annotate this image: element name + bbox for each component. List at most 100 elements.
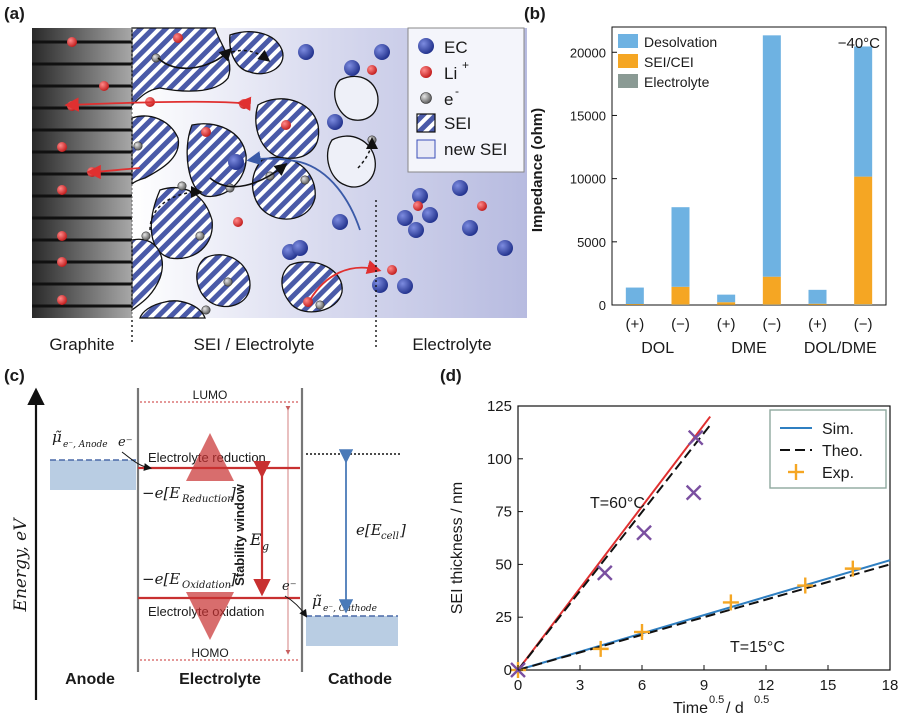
c-stability: Stability window [232,483,247,586]
e-arrow-1 [157,47,233,70]
li-ion [387,265,397,275]
c-anode: Anode [65,671,115,688]
bar-desolvation [671,207,690,287]
ec-molecule [372,277,388,293]
d-legend: Sim. Theo. Exp. [769,409,887,489]
li-ion [57,142,67,152]
d-line-theo [517,563,891,671]
ec-molecule [412,188,428,204]
b-ytick: 15000 [570,108,606,123]
ec-molecule [397,278,413,294]
c-e-reduction-sub: Reduction [181,494,234,505]
ec-molecule [344,60,360,76]
c-eg: E [249,530,262,549]
electron [201,305,211,315]
exp-point [596,564,613,581]
legend-e: e [444,90,453,109]
ec-arrow [246,151,361,231]
b-xtick: (−) [671,316,690,333]
region-sei-electrolyte: SEI / Electrolyte [194,335,315,354]
li-ion [281,120,291,130]
ec-molecule [422,207,438,223]
ec-molecule [497,240,513,256]
b-ytick: 5000 [577,235,606,250]
li-ion [413,201,423,211]
ec-molecule [292,240,308,256]
panel-a-label: (a) [4,4,25,23]
legend-new-sei: new SEI [444,140,507,159]
legend-sei: SEI [444,114,471,133]
li-ion [233,217,243,227]
e-arrow-2 [231,49,271,62]
d-ytick: 75 [495,504,512,521]
bar-seicei [671,286,690,305]
legend-li-sup: + [462,58,469,72]
c-electrolyte: Electrolyte [179,671,261,688]
ec-molecule [374,44,390,60]
b-temperature: −40°C [838,35,880,52]
ec-molecule [462,220,478,236]
d-annot-15: T=15°C [730,639,785,656]
b-group: DOL [641,340,674,357]
c-oxidation: Electrolyte oxidation [148,604,264,619]
panel-b-label: (b) [524,4,546,23]
bar-desolvation [808,289,827,304]
d-ytick: 125 [487,398,512,415]
sei-lines [517,415,891,671]
bar-desolvation [717,294,736,303]
c-electron-cathode: e⁻ [282,579,297,594]
d-xlabel-unit: / d [726,700,744,717]
d-ylabel: SEI thickness / nm [449,482,466,615]
b-legend-item: Desolvation [644,34,717,50]
svg-text:]: ] [229,484,236,502]
d-legend-item: Exp. [822,465,854,482]
d-annot-60: T=60°C [590,495,645,512]
d-ytick: 0 [504,662,512,679]
c-e-reduction: −e[E [142,484,180,502]
panel-a-legend: EC Li + e - SEI new SEI [407,27,525,173]
c-ecell: e[E [356,521,382,539]
d-line-theo [517,424,711,671]
c-mu-anode: μ̃ [52,428,62,446]
c-lumo: LUMO [193,388,228,402]
bar-seicei [808,303,827,305]
d-xlabel-unit-sup: 0.5 [754,694,769,706]
electron [223,277,233,287]
d-legend-item: Theo. [822,443,863,460]
e-arrow-3 [209,163,288,188]
panel-d-chart: 0 3 6 9 12 15 18 0 25 50 75 100 125 SEI thickness / … [449,398,899,717]
electron [315,300,325,310]
panel-b-chart: 0 5000 10000 15000 20000 (+) (−) (+) (−) (+) (−) DO… [529,26,887,357]
e-arrow-5 [357,137,378,169]
panel-d-label: (d) [440,366,462,385]
c-mu-cathode: μ̃ [312,592,322,610]
ec-molecule [332,214,348,230]
li-ion [173,33,183,43]
b-xtick: (−) [854,316,873,333]
d-xtick: 15 [820,677,837,694]
b-xtick: (+) [625,316,644,333]
bar-electrolyte [854,304,873,305]
c-e-oxidation: −e[E [142,570,180,588]
electron [177,181,187,191]
bar-seicei [625,303,644,305]
li-ion [57,185,67,195]
bar-seicei [762,276,781,305]
c-homo: HOMO [191,646,228,660]
c-electron-anode: e⁻ [118,435,133,450]
b-ytick: 20000 [570,45,606,60]
d-xtick: 0 [514,677,522,694]
electron [225,183,235,193]
ec-molecule [327,114,343,130]
legend-e-sup: - [455,84,459,98]
d-xtick: 18 [882,677,899,694]
panel-a-schematic: EC Li + e - SEI new SEI Graphite SEI / E… [32,27,527,354]
bar-seicei [854,176,873,305]
d-xtick: 12 [758,677,775,694]
c-reduction: Electrolyte reduction [148,450,266,465]
bar-desolvation [762,35,781,277]
c-e-oxidation-sub: Oxidation [182,580,231,591]
svg-text:]: ] [229,570,236,588]
region-electrolyte: Electrolyte [412,335,491,354]
li-ion [57,231,67,241]
